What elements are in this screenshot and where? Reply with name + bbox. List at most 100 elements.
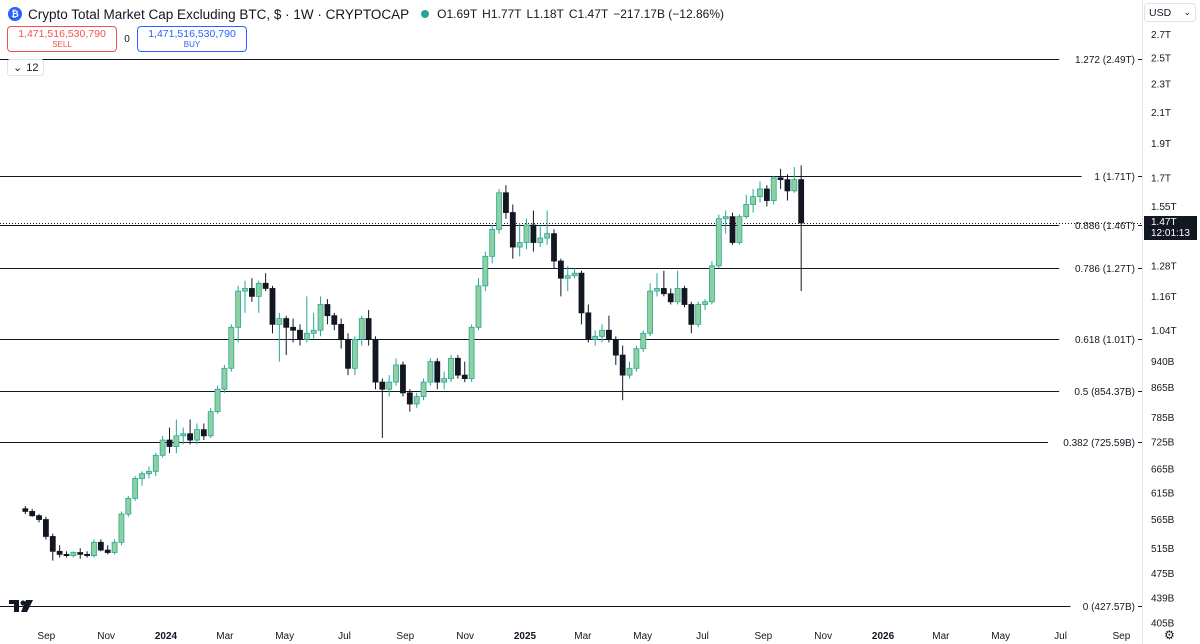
chevron-down-icon: ⌄	[1183, 7, 1191, 17]
time-axis-label: Mar	[574, 631, 592, 642]
change-value: −217.17B (−12.86%)	[613, 7, 724, 21]
candle-body	[475, 285, 482, 328]
gear-icon[interactable]: ⚙	[1164, 628, 1175, 642]
price-axis-label: 2.7T	[1151, 30, 1171, 41]
candle-body	[633, 348, 640, 369]
price-axis-label: 439B	[1151, 593, 1175, 604]
candle-body	[63, 553, 70, 556]
candle-body	[516, 242, 523, 248]
candle-body	[331, 315, 338, 325]
time-axis-label: 2026	[872, 631, 895, 642]
candle-body	[221, 367, 228, 390]
time-axis[interactable]: Sep Nov 2024 Mar May Jul Sep Nov 2025 Mar May Jul Se…	[37, 631, 1130, 642]
indicators-toggle[interactable]: ⌄ 12	[7, 59, 45, 76]
candle-body	[269, 288, 276, 325]
price-axis-label: 1.55T	[1151, 202, 1177, 213]
candle-body	[214, 388, 221, 413]
candle-body	[647, 290, 654, 334]
price-axis-label: 475B	[1151, 569, 1175, 580]
time-axis-label: Sep	[396, 631, 414, 642]
candle-body	[461, 374, 468, 379]
tradingview-logo-icon[interactable]	[9, 600, 35, 612]
fibonacci-retracement[interactable]: 1.272 (2.49T) 1 (1.71T) 0.886 (1.46T) 0.786…	[0, 52, 1142, 614]
candle-body	[674, 288, 681, 303]
candle-body	[427, 361, 434, 383]
candle-body	[626, 367, 633, 376]
buy-button[interactable]: 1,471,516,530,790 BUY	[137, 26, 247, 52]
last-price-value: 1.47T	[1151, 217, 1177, 228]
fib-level-label: 0.5 (854.37B)	[1074, 387, 1135, 398]
candle-body	[448, 357, 454, 379]
candle-body	[152, 454, 159, 472]
chart-header: ₿ Crypto Total Market Cap Excluding BTC,…	[8, 5, 724, 23]
time-axis-label: Nov	[814, 631, 832, 642]
candle-body	[736, 216, 743, 243]
price-axis[interactable]: 2.7T 2.5T 2.3T 2.1T 1.9T 1.7T 1.55T 1.28T 1.16T 1…	[1151, 30, 1177, 630]
price-axis-label: 725B	[1151, 438, 1175, 449]
candle-body	[715, 218, 722, 267]
sell-label: SELL	[52, 40, 72, 49]
fib-level-label: 0.886 (1.46T)	[1075, 221, 1135, 232]
open-value: O1.69T	[437, 7, 478, 21]
candle-body	[750, 196, 757, 205]
candle-body	[619, 354, 626, 376]
candle-body	[118, 513, 125, 543]
candle-body	[640, 332, 647, 350]
sell-button[interactable]: 1,471,516,530,790 SELL	[7, 26, 117, 52]
candle-body	[235, 290, 242, 328]
candle-body	[681, 288, 688, 305]
chevron-down-icon: ⌄	[13, 62, 23, 74]
price-axis-label: 2.5T	[1151, 54, 1171, 65]
candle-body	[757, 188, 763, 198]
time-axis-label: May	[633, 631, 652, 642]
low-value: L1.18T	[526, 7, 564, 21]
candle-body	[695, 304, 702, 325]
candle-body	[564, 275, 571, 279]
price-axis-label: 405B	[1151, 618, 1175, 629]
candle-body	[262, 282, 269, 289]
candle-body	[166, 439, 173, 447]
price-axis-label: 1.16T	[1151, 292, 1177, 303]
candle-body	[482, 255, 489, 287]
indicators-count: 12	[26, 61, 39, 74]
candle-body	[606, 329, 612, 340]
candle-body	[248, 288, 255, 297]
time-axis-label: Mar	[932, 631, 950, 642]
price-axis-label: 865B	[1151, 383, 1175, 394]
candle-body	[434, 361, 441, 383]
currency-select[interactable]: USD ⌄	[1144, 3, 1196, 22]
symbol-title[interactable]: Crypto Total Market Cap Excluding BTC, $…	[28, 6, 410, 22]
candle-body	[351, 338, 358, 369]
time-axis-label: Nov	[97, 631, 115, 642]
candle-body	[43, 519, 49, 537]
candle-body	[441, 378, 448, 383]
high-value: H1.77T	[482, 7, 522, 21]
candle-body	[578, 272, 585, 314]
candle-body	[523, 224, 530, 243]
price-axis-label: 785B	[1151, 413, 1175, 424]
close-value: C1.47T	[568, 7, 609, 21]
market-status-icon	[421, 10, 430, 18]
candle-body	[420, 381, 427, 397]
fib-label-bg	[1059, 332, 1138, 347]
candle-body	[290, 326, 296, 331]
candle-body	[159, 439, 166, 456]
candle-body	[468, 326, 475, 379]
candle-body	[303, 332, 310, 340]
candle-body	[345, 338, 351, 369]
candle-body	[372, 338, 379, 383]
candle-body	[97, 541, 104, 551]
candle-body	[688, 304, 695, 325]
candle-body	[599, 329, 605, 337]
price-axis-label: 2.3T	[1151, 80, 1171, 91]
candle-body	[667, 293, 674, 303]
candle-body	[317, 304, 324, 331]
time-axis-label: Sep	[37, 631, 55, 642]
candlestick-series	[22, 165, 805, 561]
time-axis-label: 2024	[155, 631, 178, 642]
fib-label-bg	[1081, 169, 1138, 184]
fib-level-label: 1.272 (2.49T)	[1075, 55, 1135, 66]
candle-body	[70, 552, 77, 556]
candle-body	[36, 515, 42, 520]
